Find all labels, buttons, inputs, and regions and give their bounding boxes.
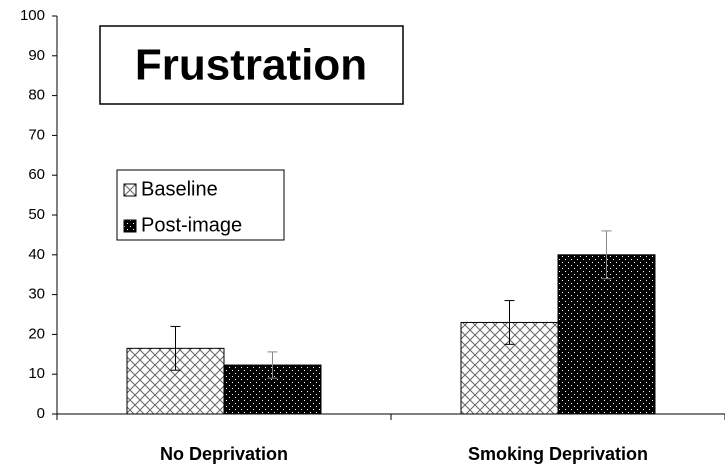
error-bar <box>170 325 181 371</box>
y-tick-label: 0 <box>37 405 45 422</box>
y-tick-label: 20 <box>28 325 45 342</box>
y-tick-label: 80 <box>28 87 45 104</box>
y-tick-label: 30 <box>28 286 45 303</box>
legend-swatch <box>123 183 137 197</box>
chart-title: Frustration <box>135 41 367 90</box>
y-tick-label: 50 <box>28 206 45 223</box>
y-tick-label: 60 <box>28 166 45 183</box>
bar <box>557 254 656 415</box>
x-tick-label: No Deprivation <box>160 444 288 464</box>
y-tick-label: 70 <box>28 126 45 143</box>
legend-box <box>116 169 285 241</box>
y-tick-label: 40 <box>28 246 45 263</box>
legend-swatch <box>123 219 137 233</box>
y-tick-label: 10 <box>28 365 45 382</box>
y-tick-label: 100 <box>20 7 45 24</box>
y-tick-label: 90 <box>28 47 45 64</box>
error-bar <box>504 300 515 345</box>
legend-label: Post-image <box>141 214 242 236</box>
error-bar <box>601 230 612 280</box>
error-bar <box>267 351 278 379</box>
legend-label: Baseline <box>141 178 218 200</box>
x-tick-label: Smoking Deprivation <box>468 444 648 464</box>
title-box <box>99 25 404 105</box>
